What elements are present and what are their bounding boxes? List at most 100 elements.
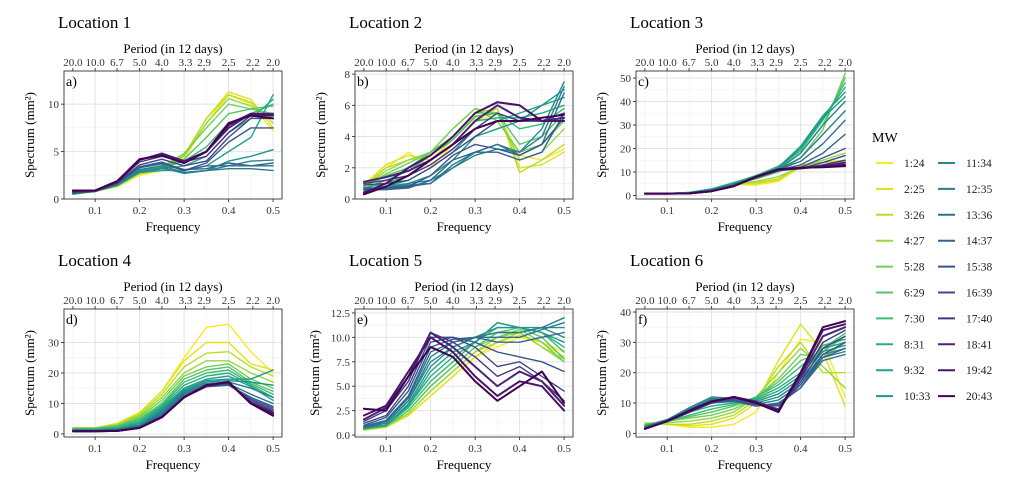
- panel-tag: a): [66, 75, 77, 90]
- x-tick-label: 0.4: [513, 205, 527, 217]
- x-tick-label: 0.3: [177, 443, 191, 455]
- y-tick-label: 20: [620, 368, 632, 380]
- y-tick-label: 0: [626, 428, 632, 440]
- y-axis-title: Spectrum (mm²): [22, 92, 37, 178]
- x-tick-label: 0.1: [88, 443, 102, 455]
- panel-title: Location 1: [58, 13, 131, 32]
- x-tick-label: 0.1: [660, 443, 674, 455]
- top-axis-title: Period (in 12 days): [123, 279, 222, 294]
- y-tick-label: 8: [345, 69, 351, 81]
- series-line-5:28: [644, 72, 846, 195]
- x-tick-label: 0.3: [177, 205, 191, 217]
- top-tick-label: 3.3: [751, 57, 765, 69]
- y-axis-title: Spectrum (mm²): [313, 92, 328, 178]
- y-tick-label: 30: [48, 338, 60, 350]
- legend-label: 5:28: [904, 262, 925, 274]
- legend-label: 18:41: [966, 339, 992, 351]
- y-tick-label: 5.0: [336, 381, 350, 393]
- series-line-4:27: [644, 152, 846, 195]
- series-line-1:24: [644, 338, 846, 428]
- top-tick-label: 5.0: [424, 295, 438, 307]
- panel-tag: d): [66, 313, 78, 328]
- y-tick-label: 0: [345, 194, 351, 206]
- y-tick-label: 10: [48, 99, 60, 111]
- top-tick-label: 2.9: [197, 57, 211, 69]
- top-tick-label: 4.0: [155, 295, 169, 307]
- series-line-7:30: [644, 81, 846, 195]
- top-tick-label: 2.5: [222, 295, 236, 307]
- series-line-3:26: [72, 351, 274, 429]
- y-tick-label: 20: [48, 368, 60, 380]
- legend-label: 9:32: [904, 365, 925, 377]
- x-tick-label: 0.4: [222, 205, 236, 217]
- top-tick-label: 5.0: [705, 295, 719, 307]
- y-tick-label: 6: [345, 100, 351, 112]
- top-tick-label: 20.0: [354, 295, 374, 307]
- series-line-8:31: [72, 98, 274, 196]
- panel-tag: c): [638, 75, 649, 90]
- top-tick-label: 6.7: [401, 57, 415, 69]
- x-tick-label: 0.5: [557, 443, 571, 455]
- legend-title: MW: [872, 131, 898, 146]
- y-tick-label: 2.5: [336, 406, 350, 418]
- top-tick-label: 2.9: [488, 295, 502, 307]
- y-tick-label: 10.0: [331, 332, 351, 344]
- top-axis-title: Period (in 12 days): [414, 279, 513, 294]
- panel-frame: [63, 70, 283, 200]
- top-tick-label: 6.7: [682, 295, 696, 307]
- panel-title: Location 4: [58, 251, 132, 270]
- top-tick-label: 20.0: [635, 295, 655, 307]
- series-line-11:34: [363, 81, 565, 192]
- x-tick-label: 0.5: [838, 205, 852, 217]
- top-tick-label: 5.0: [424, 57, 438, 69]
- top-tick-label: 2.5: [513, 57, 527, 69]
- panel-4: Location 4 Period (in 12 days) d) 0.1 0.2 0.3…: [22, 251, 283, 472]
- panel-1: Location 1 Period (in 12 days) a) 0.1 0.2 0.3…: [22, 13, 283, 234]
- x-tick-label: 0.3: [468, 443, 482, 455]
- legend-label: 14:37: [966, 236, 992, 248]
- series-line-1:24: [72, 93, 274, 196]
- series-line-20:43: [71, 114, 275, 192]
- top-tick-label: 5.0: [133, 295, 147, 307]
- series-line-17:40: [363, 331, 565, 423]
- top-tick-label: 2.2: [246, 295, 260, 307]
- top-tick-label: 2.0: [266, 57, 280, 69]
- legend-label: 12:35: [966, 184, 992, 196]
- top-tick-label: 10.0: [658, 295, 678, 307]
- legend-label: 1:24: [904, 158, 925, 170]
- legend-label: 4:27: [904, 236, 925, 248]
- top-axis-title: Period (in 12 days): [695, 41, 794, 56]
- top-tick-label: 2.9: [488, 57, 502, 69]
- series-line-15:38: [363, 117, 565, 189]
- x-tick-label: 0.5: [266, 443, 280, 455]
- x-tick-label: 0.3: [749, 205, 763, 217]
- y-tick-label: 0: [54, 429, 60, 441]
- top-tick-label: 2.5: [513, 295, 527, 307]
- y-axis-title: Spectrum (mm²): [307, 330, 322, 416]
- y-tick-label: 0: [626, 190, 632, 202]
- y-tick-label: 2: [345, 163, 351, 175]
- top-tick-label: 10.0: [658, 57, 678, 69]
- top-tick-label: 20.0: [63, 57, 83, 69]
- series-line-9:32: [72, 93, 274, 195]
- top-axis-title: Period (in 12 days): [414, 41, 513, 56]
- top-tick-label: 2.0: [838, 295, 852, 307]
- series-line-19:42: [643, 323, 847, 430]
- panel-3: Location 3 Period (in 12 days) c) 0.1 0.2 0.3…: [594, 13, 855, 234]
- top-tick-label: 6.7: [401, 295, 415, 307]
- x-tick-label: 0.1: [379, 443, 393, 455]
- top-tick-label: 5.0: [705, 57, 719, 69]
- series-line-15:38: [363, 336, 565, 426]
- series-line-14:37: [363, 331, 565, 427]
- x-axis-title: Frequency: [146, 457, 201, 472]
- y-tick-label: 10: [620, 398, 632, 410]
- x-tick-label: 0.4: [513, 443, 527, 455]
- top-tick-label: 20.0: [354, 57, 374, 69]
- x-tick-label: 0.3: [468, 205, 482, 217]
- top-tick-label: 4.0: [155, 57, 169, 69]
- top-tick-label: 2.0: [266, 295, 280, 307]
- x-tick-label: 0.4: [794, 443, 808, 455]
- top-tick-label: 10.0: [377, 57, 397, 69]
- y-axis-title: Spectrum (mm²): [22, 330, 37, 416]
